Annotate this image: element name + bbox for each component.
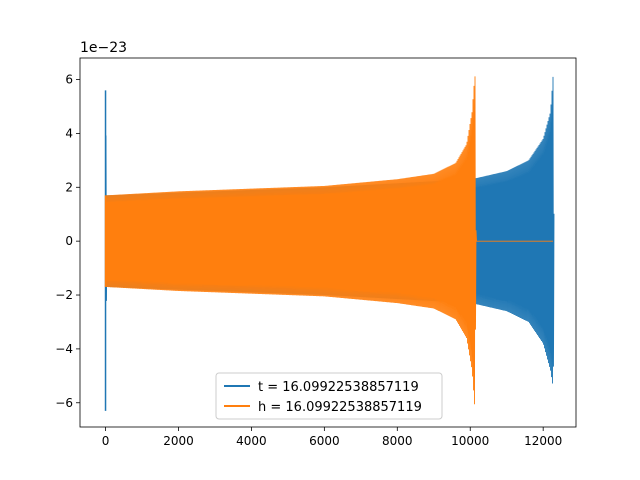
legend-box (215, 372, 443, 420)
series-1-line (105, 76, 553, 405)
series-layer (104, 76, 555, 411)
legend: t = 16.09922538857119 h = 16.099225388571… (215, 372, 443, 420)
y-tick-label: −4 (55, 342, 73, 356)
y-tick-label: −2 (55, 288, 73, 302)
y-tick-label: 0 (65, 234, 73, 248)
series-1-group (104, 76, 553, 405)
x-tick-label: 10000 (451, 434, 489, 448)
y-tick-label: 2 (65, 180, 73, 194)
x-axis: 0 2000 4000 6000 8000 10000 12000 (102, 427, 562, 448)
x-tick-label: 12000 (524, 434, 562, 448)
x-tick-label: 0 (102, 434, 110, 448)
x-tick-label: 8000 (382, 434, 413, 448)
x-tick-label: 6000 (309, 434, 340, 448)
y-offset-label: 1e−23 (80, 40, 127, 56)
y-axis: −6 −4 −2 0 2 4 6 (55, 73, 80, 410)
plot-frame (79, 57, 577, 428)
x-tick-label: 4000 (236, 434, 267, 448)
y-tick-label: 6 (65, 73, 73, 87)
y-tick-label: 4 (65, 126, 73, 140)
legend-label: t = 16.09922538857119 (258, 380, 419, 395)
y-tick-label: −6 (55, 396, 73, 410)
legend-label: h = 16.09922538857119 (258, 400, 422, 415)
x-tick-label: 2000 (163, 434, 194, 448)
